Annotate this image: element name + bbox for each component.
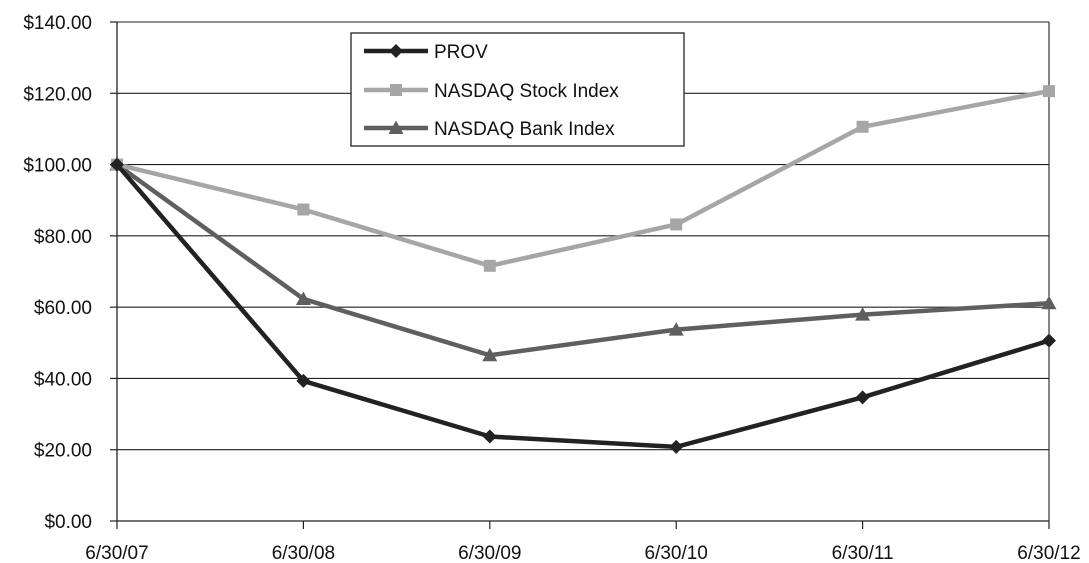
data-point	[855, 390, 870, 405]
legend-label: PROV	[434, 42, 488, 63]
series-line	[115, 162, 1050, 358]
data-point	[855, 307, 871, 321]
series-lines	[109, 85, 1057, 454]
data-point	[482, 347, 498, 362]
x-tick-label: 6/30/12	[1017, 543, 1080, 563]
data-point	[482, 429, 497, 444]
tick-labels: $0.00 $20.00 $40.00 $60.00 $80.00 $100.00 $120…	[23, 13, 1080, 563]
series-prov	[110, 157, 1056, 454]
data-point	[670, 218, 683, 231]
legend-item: NASDAQ Bank Index	[364, 119, 615, 140]
data-point	[669, 439, 684, 454]
legend-marker	[389, 44, 403, 58]
y-tick-label: $140.00	[23, 13, 92, 34]
series-line	[116, 88, 1050, 269]
data-point	[1042, 333, 1056, 348]
x-tick-label: 6/30/09	[458, 543, 521, 563]
series-nasdaq-bank-index	[109, 157, 1057, 362]
legend-label: NASDAQ Bank Index	[434, 119, 615, 140]
x-tick-label: 6/30/08	[272, 543, 335, 563]
data-point	[296, 373, 311, 388]
data-point	[856, 120, 869, 133]
data-point	[1043, 85, 1055, 98]
data-point	[110, 157, 124, 172]
legend-item: NASDAQ Stock Index	[364, 81, 619, 102]
y-tick-label: $0.00	[44, 512, 92, 533]
data-point	[295, 291, 311, 305]
legend-item: PROV	[364, 42, 488, 63]
series-nasdaq-stock-index	[111, 85, 1055, 272]
x-tick-label: 6/30/10	[644, 543, 707, 563]
data-point	[483, 259, 496, 272]
legend-marker	[390, 84, 402, 96]
y-tick-label: $100.00	[23, 156, 92, 177]
legend-marker	[388, 120, 404, 134]
x-tick-label: 6/30/07	[85, 543, 148, 563]
legend-label: NASDAQ Stock Index	[434, 81, 619, 102]
y-tick-label: $40.00	[34, 369, 92, 390]
data-point	[1041, 295, 1057, 310]
data-point	[297, 203, 310, 216]
y-tick-label: $60.00	[34, 298, 92, 319]
legend: PROV NASDAQ Stock Index NASDAQ Bank Index	[350, 32, 685, 147]
data-point	[668, 322, 684, 336]
y-tick-label: $120.00	[23, 84, 92, 105]
x-tick-label: 6/30/11	[832, 543, 894, 563]
y-tick-label: $80.00	[34, 227, 92, 248]
y-tick-label: $20.00	[34, 441, 92, 462]
series-line	[115, 163, 1050, 450]
